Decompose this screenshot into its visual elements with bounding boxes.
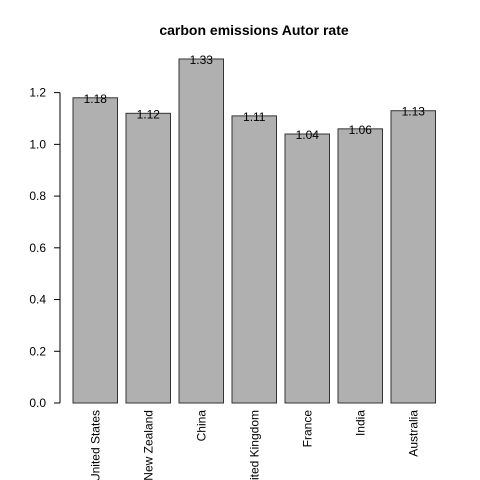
- y-tick-label: 0.2: [29, 344, 46, 358]
- category-label: France: [300, 410, 314, 448]
- category-label: United Kingdom: [247, 410, 261, 480]
- bar-data-label: 1.18: [84, 92, 108, 106]
- category-label: Australia: [406, 410, 420, 457]
- bar-data-label: 1.13: [402, 105, 426, 119]
- bar: [231, 115, 277, 404]
- y-tick-label: 0.0: [29, 396, 46, 410]
- bar: [72, 97, 118, 404]
- y-tick-label: 0.8: [29, 189, 46, 203]
- bar: [125, 112, 171, 404]
- category-label: India: [353, 410, 367, 436]
- y-tick-label: 0.6: [29, 241, 46, 255]
- bar: [178, 58, 224, 404]
- category-label: China: [194, 410, 208, 442]
- y-tick-label: 1.2: [29, 86, 46, 100]
- bar: [337, 128, 383, 404]
- chart-title: carbon emissions Autor rate: [159, 22, 349, 38]
- bar-data-label: 1.11: [243, 110, 266, 124]
- y-tick-label: 0.4: [29, 293, 46, 307]
- y-tick-label: 1.0: [29, 137, 46, 151]
- category-label: United States: [88, 410, 102, 480]
- bar-data-label: 1.33: [190, 53, 214, 67]
- bar-data-label: 1.12: [137, 107, 161, 121]
- bar: [390, 110, 436, 404]
- bars-group: 1.18 1.12 1.33 1.11 1.04 1.06 1.13: [72, 53, 436, 404]
- y-axis: 0.0 0.2 0.4 0.6 0.8 1.0 1.2: [29, 86, 61, 410]
- bar: [284, 133, 330, 404]
- bar-data-label: 1.06: [349, 123, 373, 137]
- bar-data-label: 1.04: [296, 128, 320, 142]
- category-label: New Zealand: [141, 410, 155, 480]
- category-labels: United States New Zealand China United King…: [88, 410, 420, 480]
